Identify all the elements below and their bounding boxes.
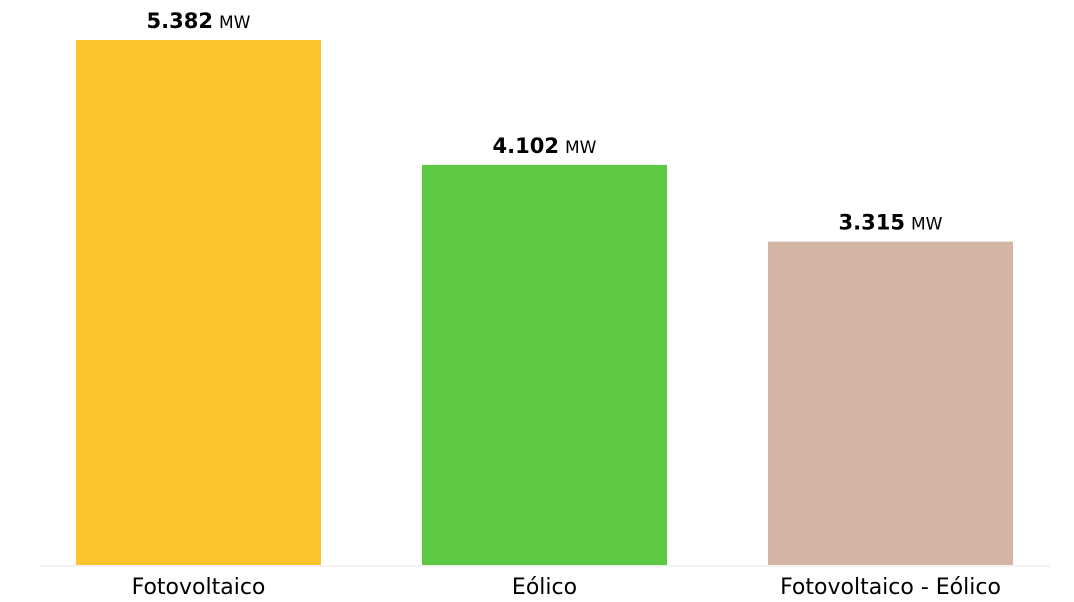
value-number: 3.315 bbox=[839, 211, 905, 235]
category-label-3: Fotovoltaico - Eólico bbox=[780, 575, 1001, 600]
value-label-2: 4.102 MW bbox=[493, 134, 597, 158]
category-label-2: Eólico bbox=[512, 575, 577, 600]
value-unit: MW bbox=[911, 215, 943, 235]
value-number: 4.102 bbox=[493, 134, 559, 158]
value-labels-layer: 5.382 MW 4.102 MW 3.315 MW bbox=[147, 9, 943, 235]
value-label-3: 3.315 MW bbox=[839, 211, 943, 235]
bar-2 bbox=[422, 164, 667, 565]
value-unit: MW bbox=[219, 13, 251, 33]
value-label-1: 5.382 MW bbox=[147, 9, 251, 33]
category-label-1: Fotovoltaico bbox=[132, 575, 266, 600]
value-unit: MW bbox=[565, 138, 597, 158]
value-number: 5.382 bbox=[147, 9, 213, 33]
bar-3 bbox=[768, 241, 1013, 565]
category-labels-layer: Fotovoltaico Eólico Fotovoltaico - Eólico bbox=[132, 575, 1001, 600]
bars-layer bbox=[76, 40, 1013, 565]
bar-1 bbox=[76, 40, 321, 565]
